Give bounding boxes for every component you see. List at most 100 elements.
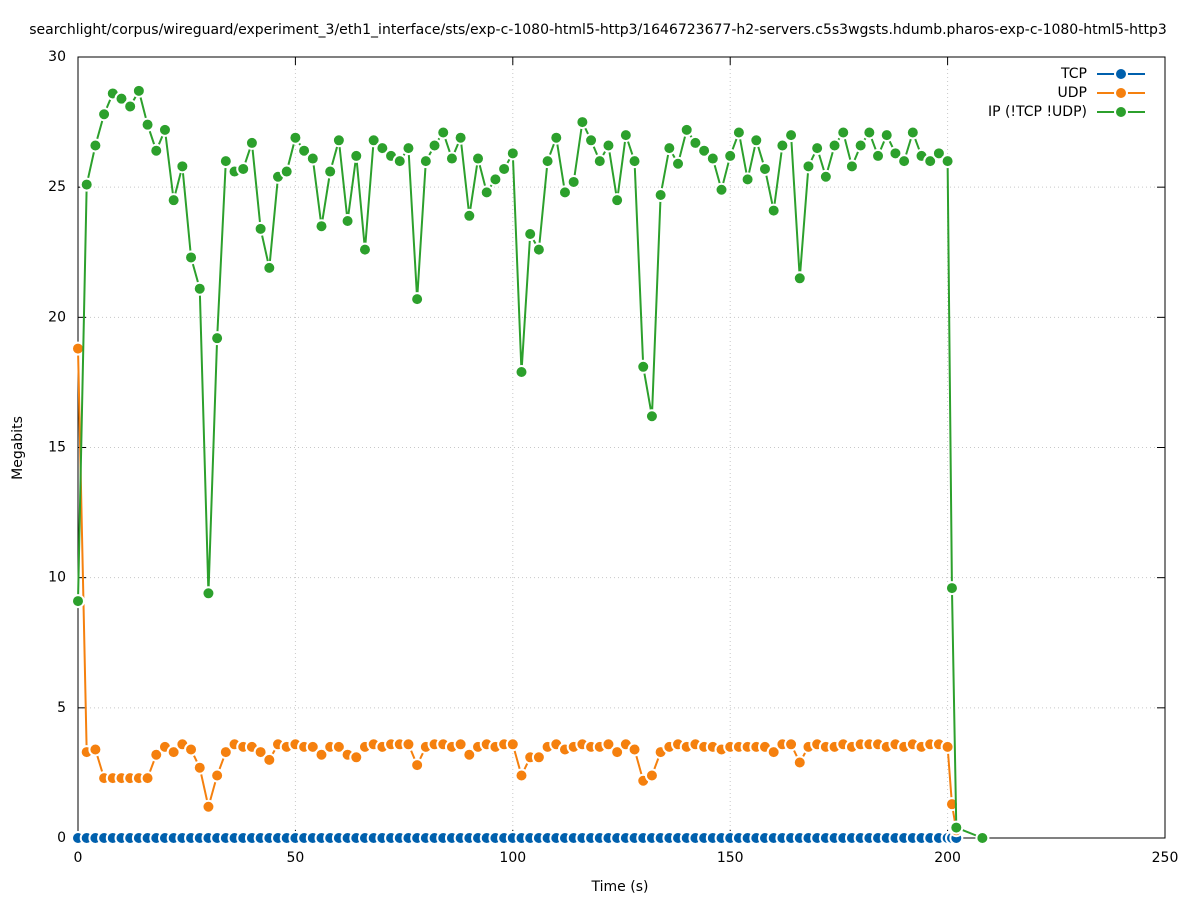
data-point (453, 130, 468, 145)
data-point (627, 742, 642, 757)
data-point (818, 169, 833, 184)
data-point (844, 159, 859, 174)
data-point (349, 750, 364, 765)
y-tick-label: 10 (48, 570, 66, 586)
legend-label: UDP (1058, 85, 1087, 101)
data-point (331, 739, 346, 754)
data-point (679, 122, 694, 137)
data-point (905, 125, 920, 140)
data-point (79, 177, 94, 192)
y-tick-label: 0 (57, 830, 66, 846)
data-point (636, 359, 651, 374)
data-point (862, 125, 877, 140)
data-point (131, 83, 146, 98)
data-point (575, 115, 590, 130)
data-point (784, 737, 799, 752)
y-tick-label: 15 (48, 440, 66, 456)
data-point (331, 133, 346, 148)
data-point (610, 745, 625, 760)
legend-label: TCP (1060, 66, 1087, 82)
chart-title: searchlight/corpus/wireguard/experiment_… (29, 22, 1167, 38)
data-point (375, 141, 390, 156)
data-point (505, 146, 520, 161)
data-point (436, 125, 451, 140)
data-point (723, 148, 738, 163)
data-point (566, 174, 581, 189)
data-point (140, 771, 155, 786)
data-point (149, 143, 164, 158)
data-point (262, 752, 277, 767)
data-point (218, 154, 233, 169)
data-point (88, 138, 103, 153)
data-point (244, 135, 259, 150)
data-point (697, 143, 712, 158)
data-point (357, 242, 372, 257)
data-point (297, 143, 312, 158)
data-point (949, 820, 964, 835)
data-point (88, 742, 103, 757)
data-point (705, 151, 720, 166)
data-point (349, 148, 364, 163)
data-point (610, 193, 625, 208)
legend-marker (1114, 105, 1128, 119)
data-point (531, 242, 546, 257)
data-point (149, 747, 164, 762)
data-point (740, 172, 755, 187)
data-point (444, 151, 459, 166)
data-point (192, 760, 207, 775)
data-point (757, 161, 772, 176)
data-point (505, 737, 520, 752)
data-point (140, 117, 155, 132)
data-point (401, 737, 416, 752)
data-point (653, 187, 668, 202)
data-point (688, 135, 703, 150)
y-tick-label: 20 (48, 309, 66, 325)
data-point (662, 141, 677, 156)
data-point (410, 758, 425, 773)
data-point (801, 159, 816, 174)
data-point (201, 799, 216, 814)
data-point (584, 133, 599, 148)
data-point (644, 409, 659, 424)
data-point (523, 227, 538, 242)
x-tick-label: 100 (499, 850, 526, 866)
data-point (931, 146, 946, 161)
data-point (184, 742, 199, 757)
data-point (392, 154, 407, 169)
data-point (940, 739, 955, 754)
data-point (810, 141, 825, 156)
data-point (836, 125, 851, 140)
data-point (462, 208, 477, 223)
data-point (166, 745, 181, 760)
data-point (305, 739, 320, 754)
data-point (479, 185, 494, 200)
x-tick-label: 250 (1152, 850, 1179, 866)
data-point (192, 281, 207, 296)
data-point (418, 154, 433, 169)
data-point (601, 138, 616, 153)
data-point (201, 586, 216, 601)
data-point (827, 138, 842, 153)
data-point (462, 747, 477, 762)
data-point (557, 185, 572, 200)
data-point (323, 164, 338, 179)
data-point (305, 151, 320, 166)
data-point (792, 271, 807, 286)
data-point (210, 331, 225, 346)
y-tick-label: 30 (48, 49, 66, 65)
legend-label: IP (!TCP !UDP) (988, 104, 1087, 120)
data-point (792, 755, 807, 770)
data-point (601, 737, 616, 752)
data-point (671, 156, 686, 171)
data-point (644, 768, 659, 783)
data-point (618, 128, 633, 143)
legend-marker (1114, 86, 1128, 100)
data-point (123, 99, 138, 114)
data-point (871, 148, 886, 163)
data-point (340, 214, 355, 229)
y-tick-label: 5 (57, 700, 66, 716)
y-tick-label: 25 (48, 179, 66, 195)
data-point (514, 768, 529, 783)
data-point (940, 154, 955, 169)
